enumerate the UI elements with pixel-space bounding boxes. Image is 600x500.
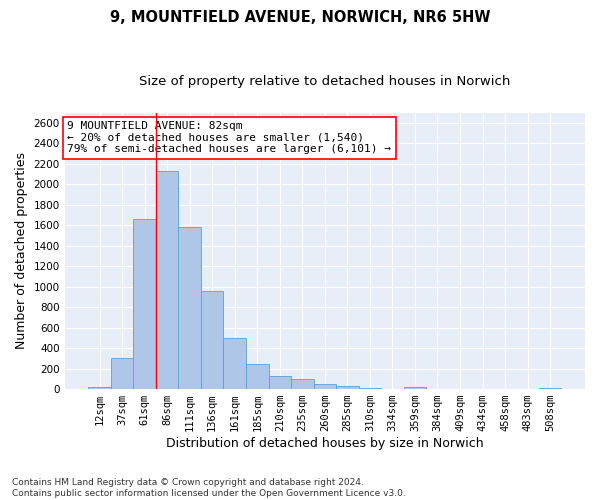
Bar — [336, 386, 359, 389]
Bar — [178, 227, 201, 389]
Bar — [88, 387, 111, 389]
Bar — [539, 388, 562, 389]
Bar — [133, 218, 156, 389]
Bar — [314, 384, 336, 389]
Text: 9 MOUNTFIELD AVENUE: 82sqm
← 20% of detached houses are smaller (1,540)
79% of s: 9 MOUNTFIELD AVENUE: 82sqm ← 20% of deta… — [67, 121, 391, 154]
Bar — [359, 388, 381, 389]
Bar — [291, 378, 314, 389]
X-axis label: Distribution of detached houses by size in Norwich: Distribution of detached houses by size … — [166, 437, 484, 450]
Bar — [111, 358, 133, 389]
Bar — [426, 388, 449, 389]
Text: 9, MOUNTFIELD AVENUE, NORWICH, NR6 5HW: 9, MOUNTFIELD AVENUE, NORWICH, NR6 5HW — [110, 10, 490, 25]
Bar — [381, 388, 404, 389]
Bar — [201, 291, 223, 389]
Title: Size of property relative to detached houses in Norwich: Size of property relative to detached ho… — [139, 75, 511, 88]
Bar — [223, 338, 246, 389]
Bar — [246, 364, 269, 389]
Bar — [269, 376, 291, 389]
Text: Contains HM Land Registry data © Crown copyright and database right 2024.
Contai: Contains HM Land Registry data © Crown c… — [12, 478, 406, 498]
Bar — [156, 171, 178, 389]
Bar — [404, 387, 426, 389]
Y-axis label: Number of detached properties: Number of detached properties — [15, 152, 28, 350]
